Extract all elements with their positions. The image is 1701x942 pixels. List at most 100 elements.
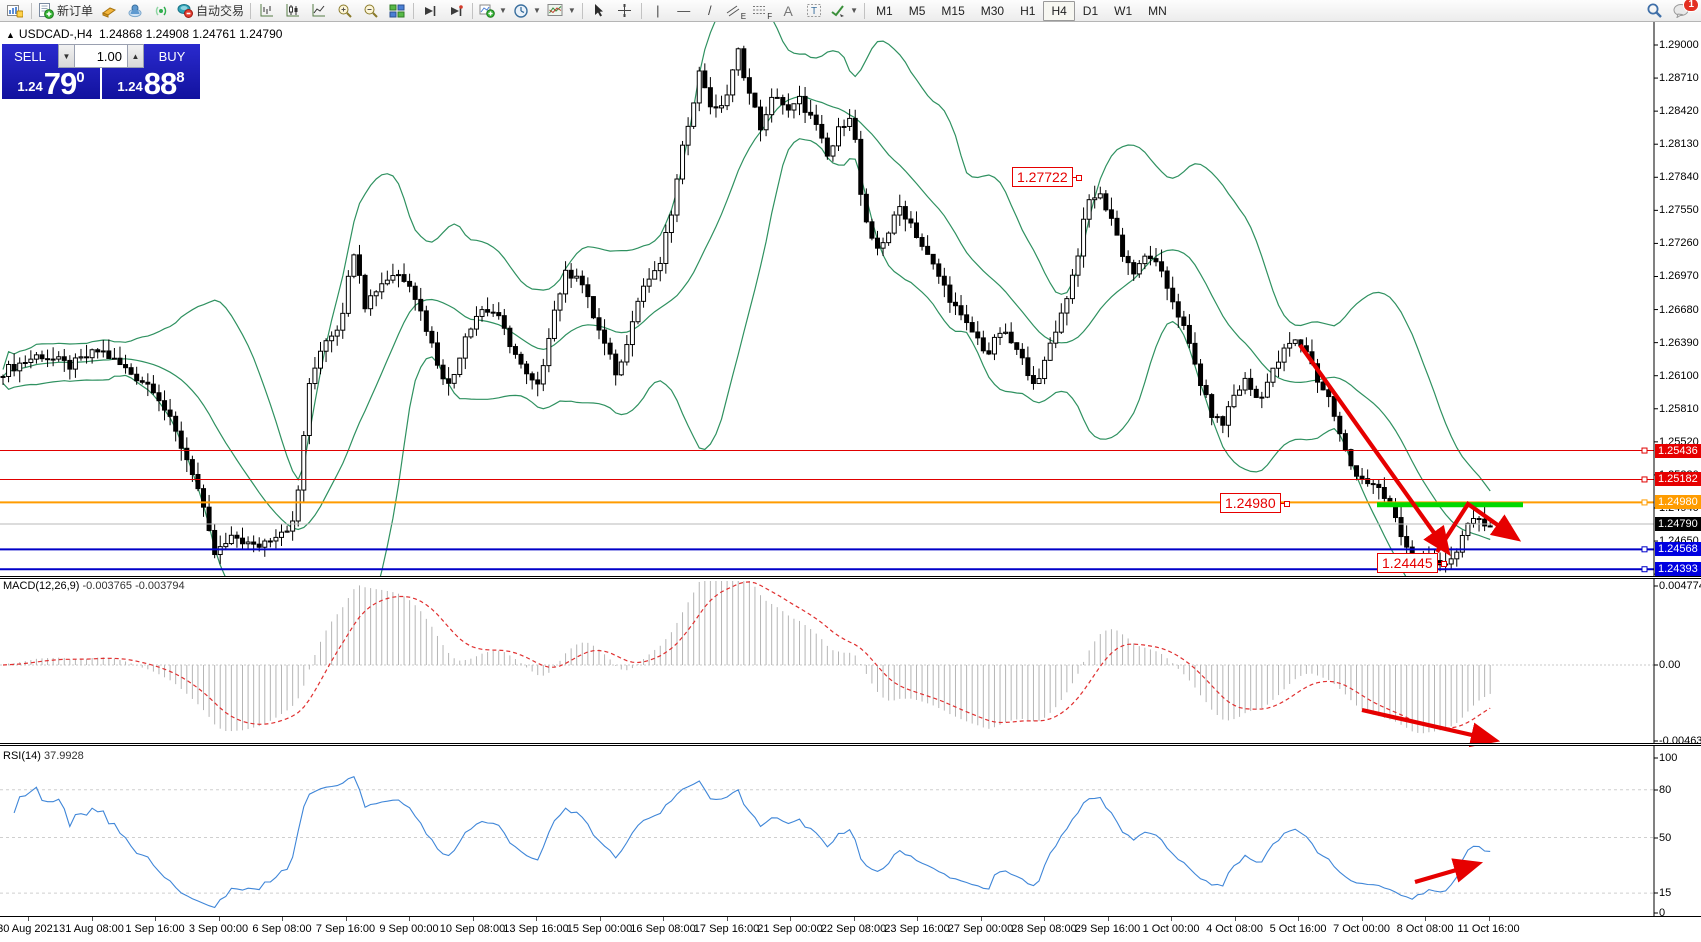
time-axis-label: 22 Sep 08:00 [820,923,887,935]
macd-signal-line [2,581,1491,729]
cursor-tool-icon[interactable] [586,1,612,21]
timeframe-M15[interactable]: M15 [941,3,965,18]
indicators-menu-button[interactable]: ▼ [476,1,510,21]
price-axis-tick: 1.28130 [1659,138,1699,151]
time-axis-tick [282,917,283,921]
volume-decrease-button[interactable]: ▼ [58,44,75,68]
toolbar-separator [250,2,252,19]
chart-window[interactable]: ▲ USDCAD-,H4 1.24868 1.24908 1.24761 1.24… [0,22,1701,942]
time-axis-tick [599,917,601,921]
mql5-community-icon[interactable] [122,1,148,21]
volume-increase-button[interactable]: ▲ [127,44,144,68]
new-order-button[interactable]: 新订单 [35,1,96,21]
collapse-triangle-icon[interactable]: ▲ [6,30,15,40]
candlestick-mode-icon[interactable] [280,1,306,21]
buy-price[interactable]: 1.24 88 8 [102,68,200,99]
chart-ohlc-values: 1.24868 1.24908 1.24761 1.24790 [98,27,283,41]
trendline-tool-icon[interactable]: / [707,2,712,18]
market-icon[interactable] [96,1,122,21]
time-axis-tick [28,917,29,921]
macd-main-value: -0.003765 [82,580,133,592]
time-axis-label: 30 Aug 2021 [0,923,59,935]
horizontal-line-tool-icon[interactable]: — [677,2,691,18]
auto-scroll-icon[interactable] [417,1,443,21]
sell-price-prefix: 1.24 [17,79,43,94]
notification-count-badge: 1 [1683,0,1699,12]
vertical-line-tool-icon[interactable]: | [656,2,660,18]
text-label-tool-icon[interactable]: T [801,1,827,21]
timeframe-H1[interactable]: H1 [1020,3,1036,18]
sell-price[interactable]: 1.24 79 0 [2,68,102,99]
templates-menu-button[interactable]: ▼ [544,1,579,21]
timeframe-M30[interactable]: M30 [980,3,1005,18]
time-axis-tick [1234,917,1236,921]
rsi-line [13,776,1491,909]
time-axis-label: 7 Oct 00:00 [1333,923,1390,935]
arrows-tool-button[interactable]: ▼ [827,1,861,21]
candlestick-plot [0,45,1493,573]
level-price-badge: 1.24568 [1655,542,1701,557]
new-chart-icon[interactable] [2,1,28,21]
timeframe-M1[interactable]: M1 [876,3,893,18]
tile-windows-icon[interactable] [384,1,410,21]
toolbar-separator [413,2,415,19]
chart-shift-icon[interactable] [443,1,469,21]
periods-menu-button[interactable]: ▼ [510,1,544,21]
chart-frame [1653,22,1658,916]
timeframe-D1[interactable]: D1 [1082,3,1099,18]
price-axis-tick: 1.29000 [1659,39,1699,51]
time-axis-label: 7 Sep 16:00 [315,923,376,935]
pane-separator[interactable] [0,743,1701,746]
time-axis[interactable]: 30 Aug 2021 31 Aug 08:00 1 Sep 16:00 3 Sep … [0,917,1701,942]
price-axis-tick: 1.25810 [1659,402,1699,415]
price-axis-tick: 1.26100 [1659,369,1699,382]
chart-canvas[interactable] [0,22,1701,942]
equidistant-channel-tool-icon[interactable]: E [723,1,749,21]
text-tool-icon[interactable]: A [783,2,793,19]
annotation-anchor [1279,501,1290,507]
price-annotation-box[interactable]: 1.24980 [1220,493,1290,513]
rsi-label: RSI(14) 37.9928 [3,750,84,762]
signals-icon[interactable] [148,1,174,21]
buy-button[interactable]: BUY [158,48,186,64]
time-axis-label: 21 Sep 00:00 [757,923,823,935]
time-axis-tick [472,917,474,921]
bar-chart-mode-icon[interactable] [254,1,280,21]
sell-button[interactable]: SELL [14,48,46,64]
time-axis-label: 13 Sep 16:00 [503,923,569,935]
rsi-axis-tick: 15 [1659,887,1672,899]
zoom-in-icon[interactable] [332,1,358,21]
time-axis-tick [853,917,855,921]
time-axis-label: 11 Oct 16:00 [1457,923,1520,935]
volume-input[interactable]: 1.00 [75,44,127,68]
timeframe-M5[interactable]: M5 [908,3,926,18]
buy-price-prefix: 1.24 [117,79,143,94]
rsi-axis-tick: 100 [1659,752,1678,764]
timeframe-MN[interactable]: MN [1148,3,1167,18]
fibonacci-tool-icon[interactable]: F [749,1,775,21]
line-chart-mode-icon[interactable] [306,1,332,21]
search-icon[interactable] [1646,2,1663,19]
zoom-out-icon[interactable] [358,1,384,21]
pane-separator[interactable] [0,576,1701,579]
auto-trading-button[interactable]: 自动交易 [174,1,247,21]
time-axis-label: 5 Oct 16:00 [1269,923,1327,935]
annotation-arrows [1298,343,1522,885]
price-axis-tick: 1.27260 [1659,237,1699,250]
crosshair-tool-icon[interactable] [612,1,638,21]
timeframe-switcher: M1 M5 M15 M30 H1 H4 D1 W1 MN [868,0,1175,21]
price-axis-tick: 1.26680 [1659,303,1699,316]
chart-symbol-period: USDCAD-,H4 [18,27,93,41]
time-axis-label: 15 Sep 00:00 [566,923,633,935]
timeframe-W1[interactable]: W1 [1114,3,1133,18]
time-axis-label: 4 Oct 08:00 [1206,923,1263,935]
macd-plot [0,581,1654,734]
price-axis-tick: 1.28420 [1659,105,1699,118]
annotation-anchor [1436,561,1447,567]
price-axis-tick: 1.27840 [1659,171,1699,184]
notifications-icon[interactable]: 1 [1673,0,1699,18]
price-levels [0,447,1654,573]
timeframe-H4[interactable]: H4 [1043,0,1075,21]
price-annotation-box[interactable]: 1.27722 [1012,167,1082,187]
price-annotation-box[interactable]: 1.24445 [1377,553,1447,573]
